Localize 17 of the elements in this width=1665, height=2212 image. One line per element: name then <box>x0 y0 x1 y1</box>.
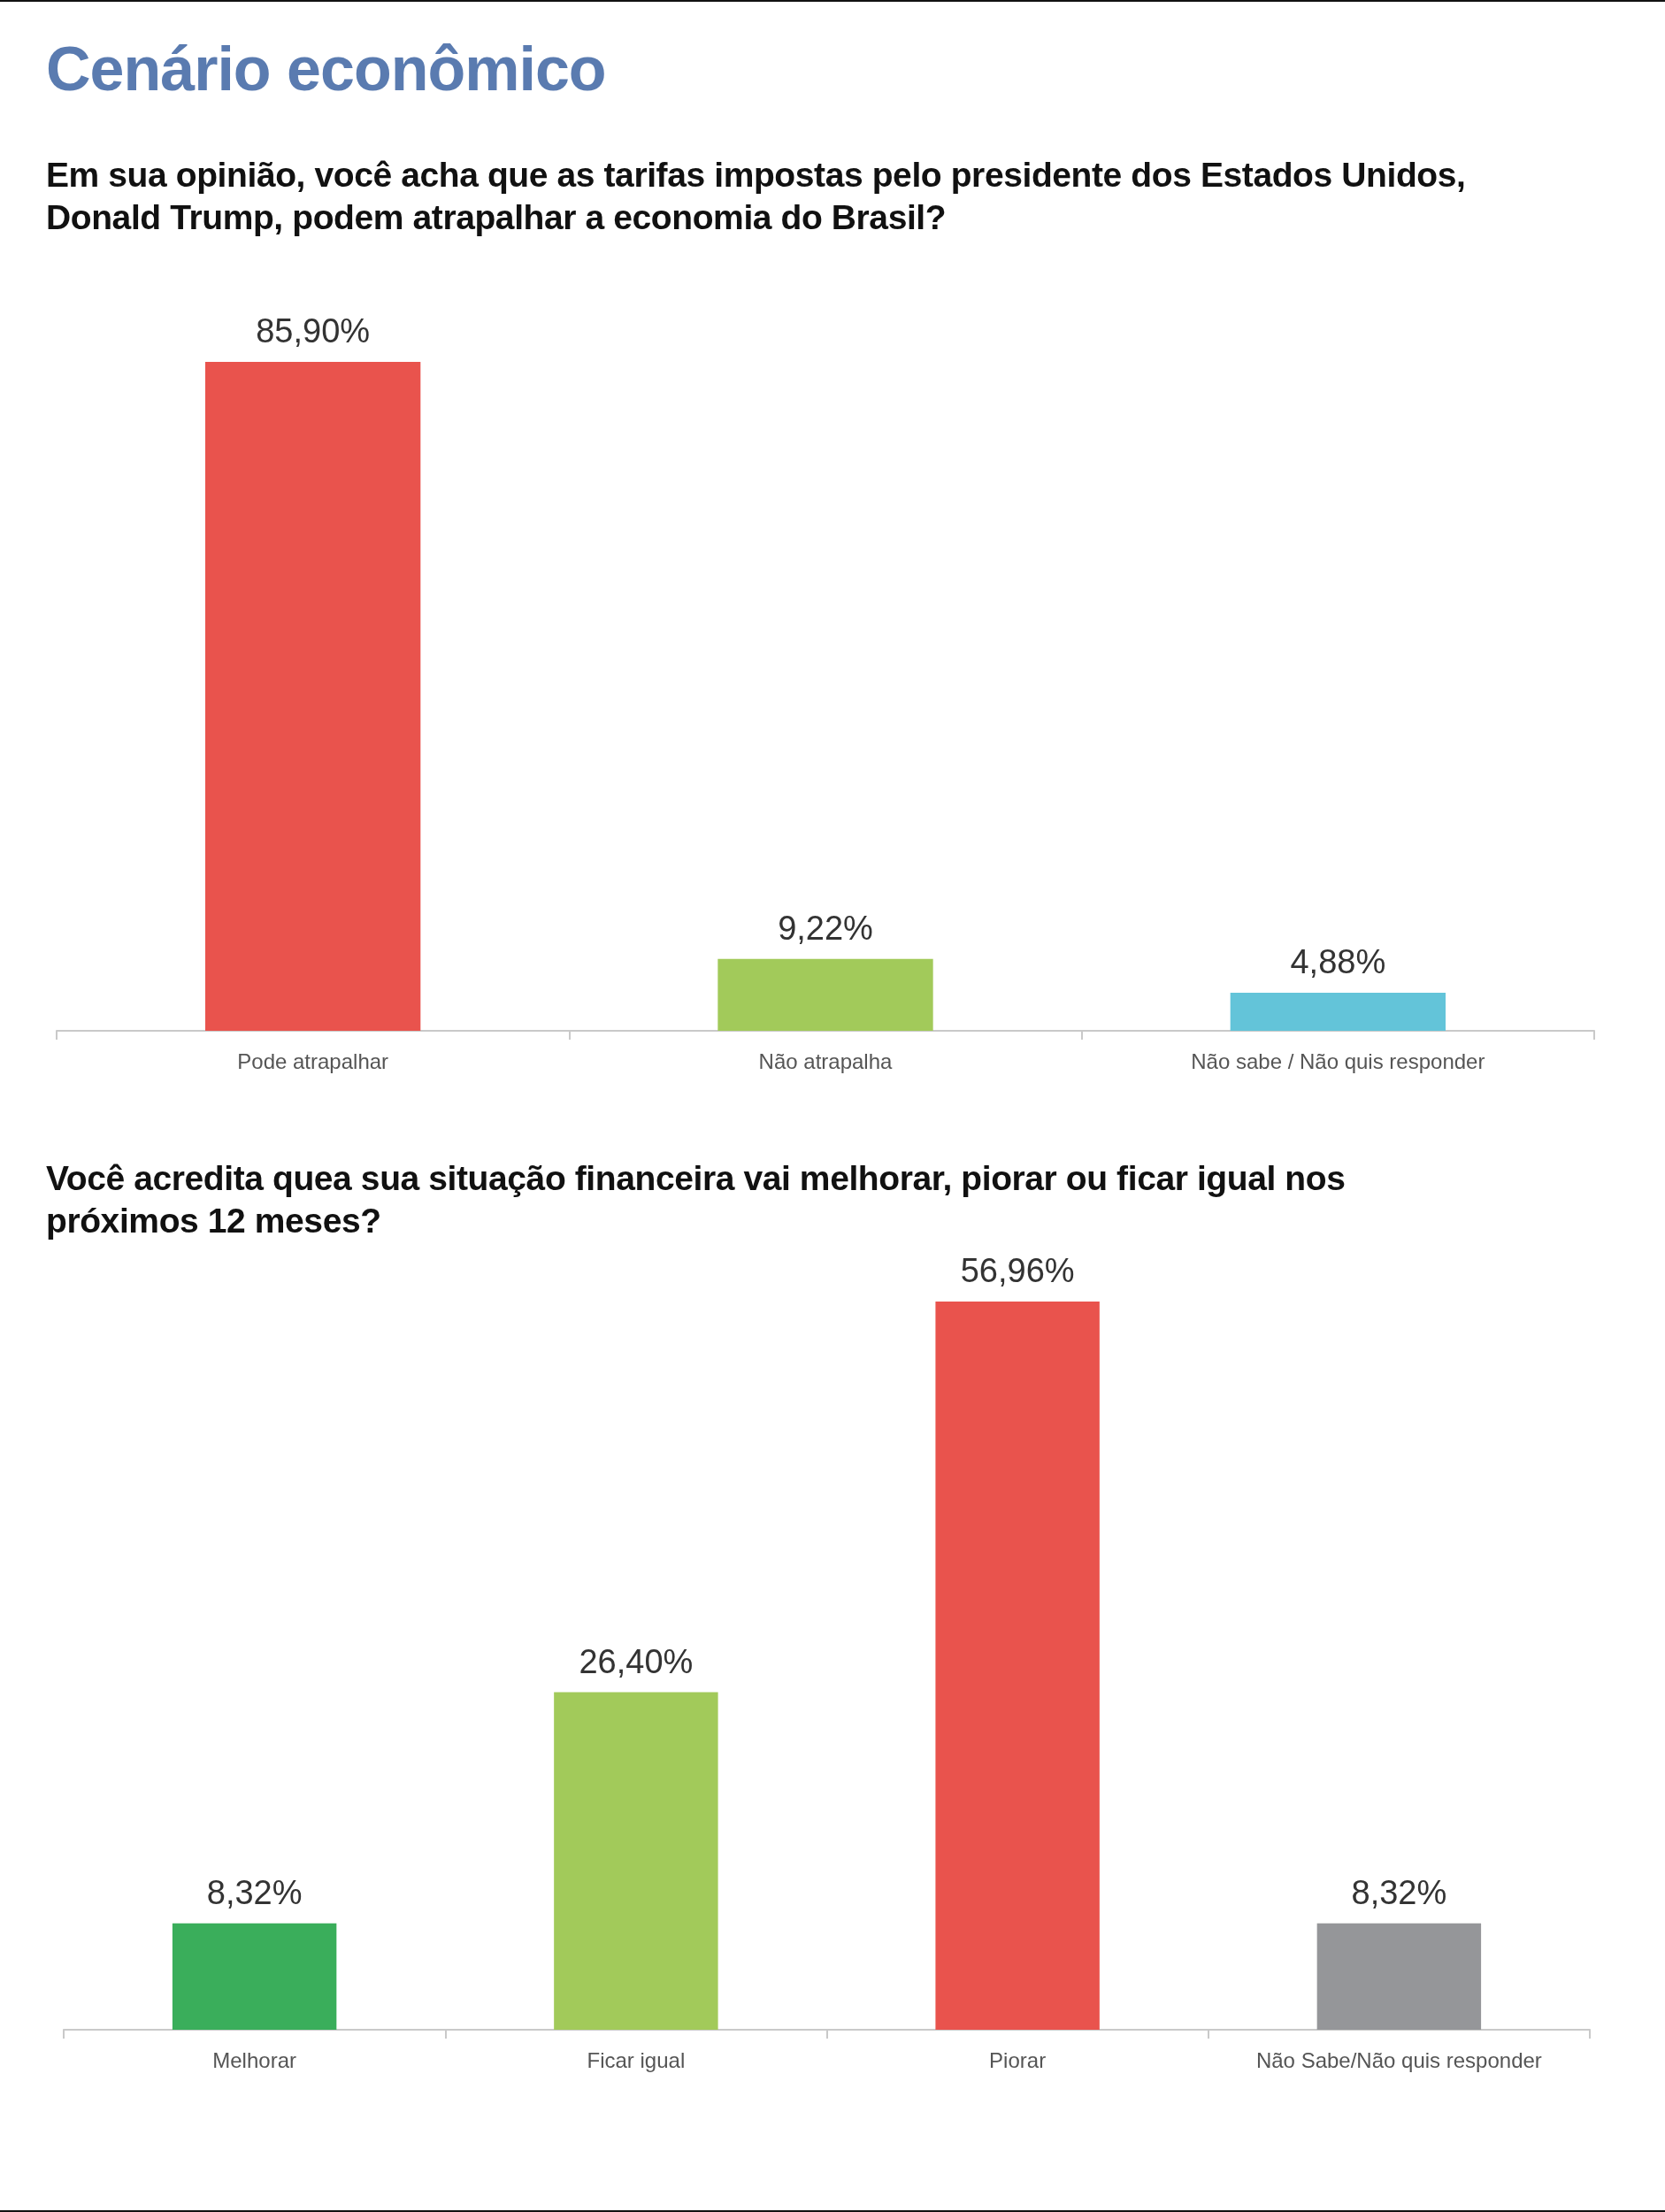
x-tick-label: Pode atrapalhar <box>237 1048 389 1073</box>
data-label: 9,22% <box>778 909 873 947</box>
chart-title: Cenário econômico <box>46 34 607 104</box>
x-tick-label: Piorar <box>989 2047 1047 2072</box>
x-tick-label: Melhorar <box>212 2047 296 2072</box>
x-tick-label: Não Sabe/Não quis responder <box>1255 2047 1542 2072</box>
x-tick-label: Não sabe / Não quis responder <box>1191 1048 1485 1073</box>
data-label: 26,40% <box>579 1642 694 1680</box>
data-label: 8,32% <box>1351 1873 1447 1911</box>
chart-subtitle: Em sua opinião, você acha que as tarifas impostas pelo presidente dos Estados Unidos, Donald Trump, podem atrapalhar a economia do Brasil? <box>46 155 1467 238</box>
data-label: 56,96% <box>960 1252 1075 1289</box>
x-tick-label: Ficar igual <box>587 2047 686 2072</box>
x-tick-label: Não atrapalha <box>758 1048 894 1073</box>
data-label: 85,90% <box>256 312 371 349</box>
data-label: 8,32% <box>206 1873 303 1911</box>
data-label: 4,88% <box>1290 943 1386 981</box>
chart-title: Você acredita quea sua situação financeira vai melhorar, piorar ou ficar igual nos próximos 12 meses? <box>46 1158 1347 1241</box>
